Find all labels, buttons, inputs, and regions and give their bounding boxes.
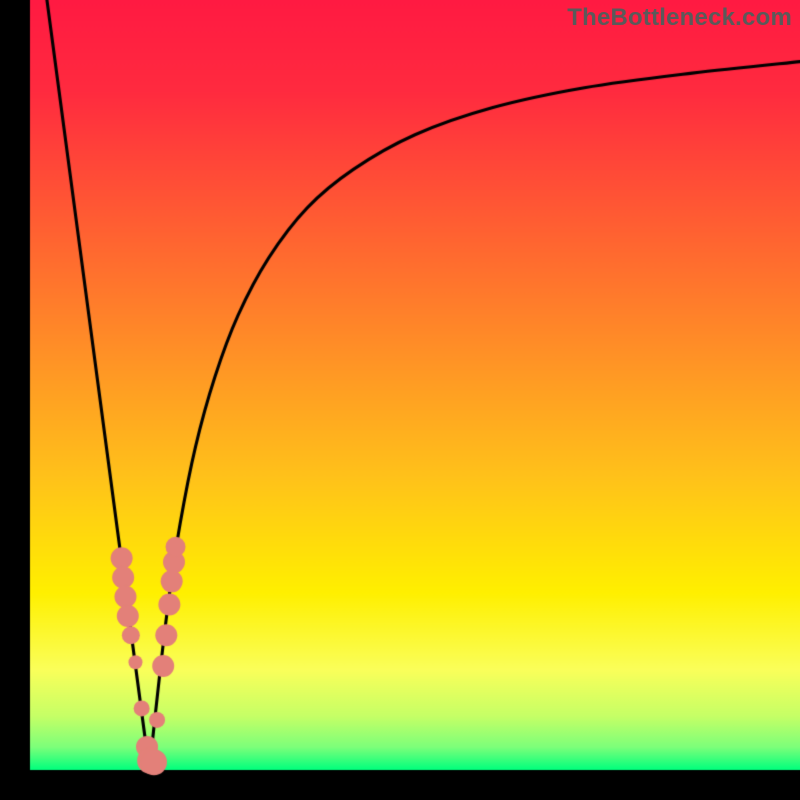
bottleneck-chart-canvas xyxy=(0,0,800,800)
chart-stage: TheBottleneck.com xyxy=(0,0,800,800)
